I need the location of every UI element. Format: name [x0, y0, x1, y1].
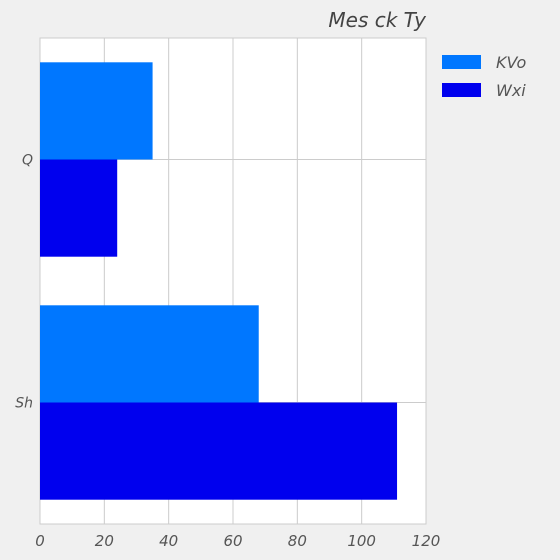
- x-tick-label: 100: [347, 532, 376, 550]
- x-tick-label: 20: [95, 532, 114, 550]
- x-tick-label: 0: [35, 532, 45, 550]
- chart-title: Mes ck Ty: [328, 8, 427, 32]
- y-tick-label: Sh: [15, 396, 33, 412]
- legend: KVo Wxi: [442, 53, 527, 100]
- y-axis-ticks: Q Sh: [15, 153, 33, 412]
- x-tick-label: 60: [223, 532, 242, 550]
- bar-wxi-sh: [40, 402, 398, 500]
- bar-wxi-q: [40, 159, 118, 257]
- y-tick-label: Q: [22, 153, 33, 169]
- bars: [40, 62, 398, 500]
- bar-kvo-q: [40, 62, 153, 160]
- legend-swatch-wxi: [442, 83, 481, 97]
- x-tick-label: 120: [412, 532, 441, 550]
- legend-swatch-kvo: [442, 55, 481, 69]
- x-tick-label: 80: [288, 532, 307, 550]
- legend-label: KVo: [496, 53, 527, 72]
- legend-label: Wxi: [496, 81, 526, 100]
- x-tick-label: 40: [159, 532, 178, 550]
- x-axis-ticks: 0 20 40 60 80 100 120: [35, 532, 440, 550]
- bar-kvo-sh: [40, 305, 259, 403]
